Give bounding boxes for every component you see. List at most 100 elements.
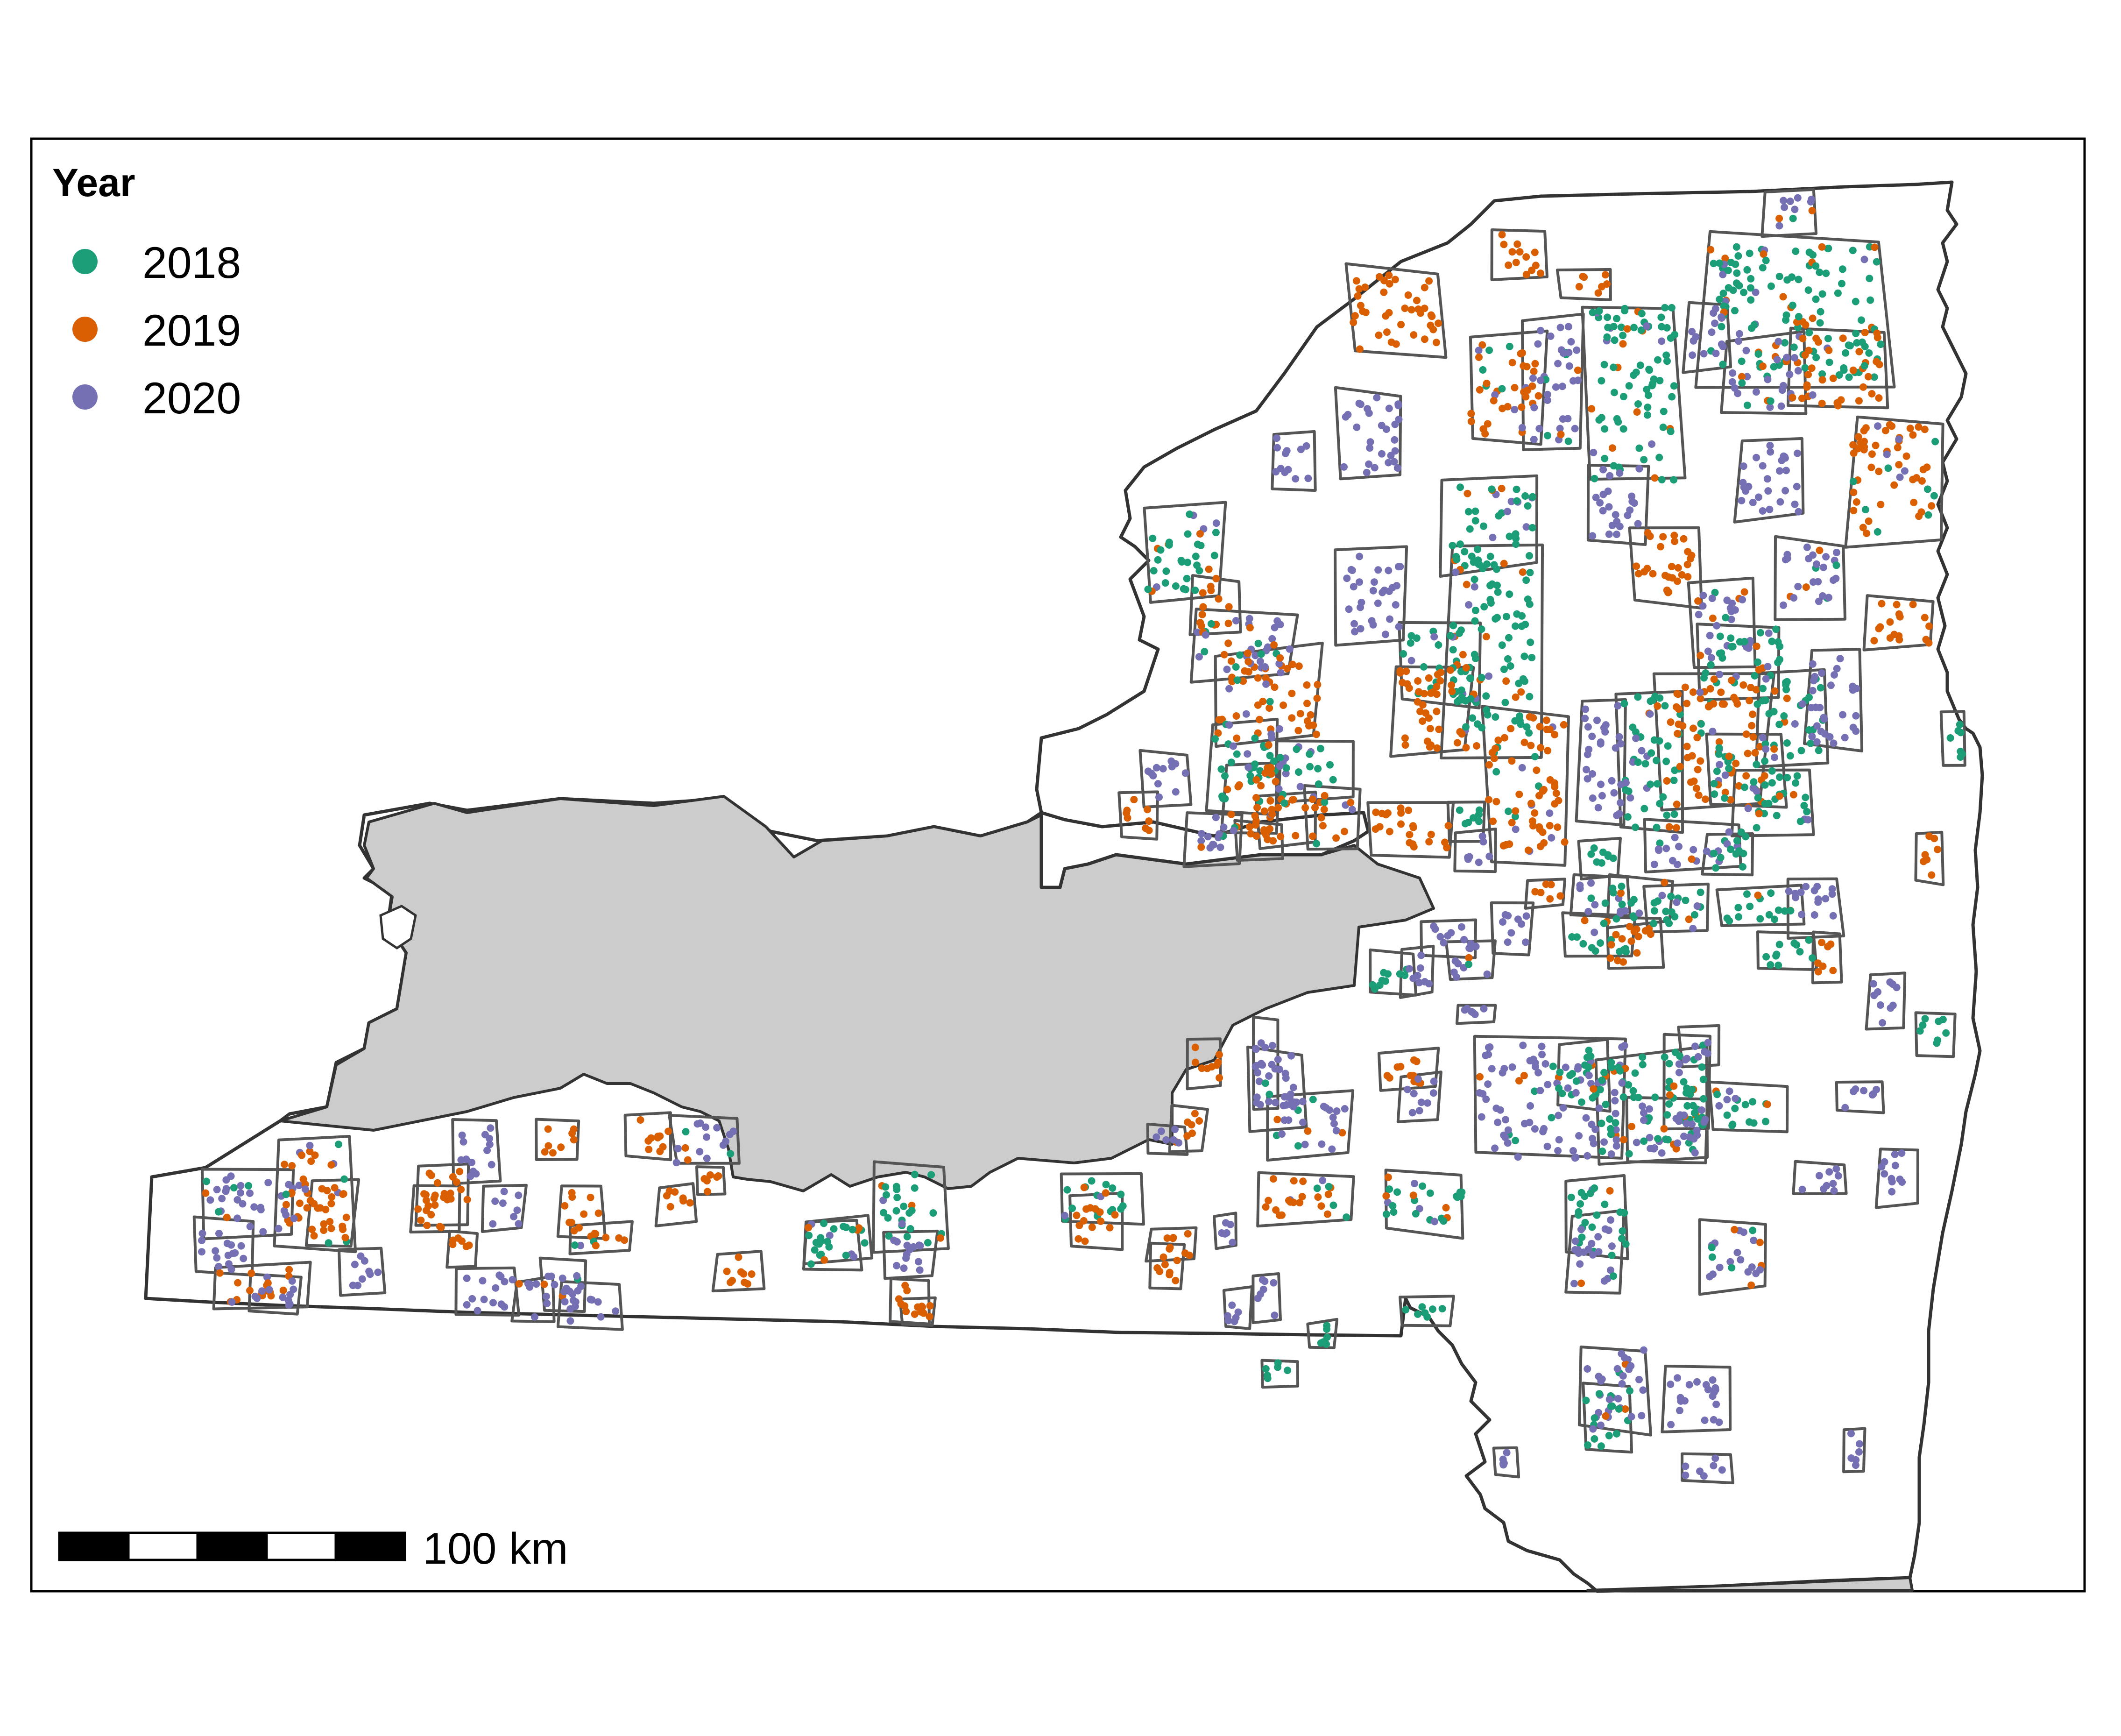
sample-point-2020	[1804, 816, 1812, 824]
sample-point-2019	[447, 1195, 455, 1203]
sample-point-2019	[1805, 347, 1813, 354]
sample-point-2020	[1815, 1172, 1823, 1180]
sample-point-2020	[1225, 721, 1233, 729]
sample-point-2018	[1670, 776, 1678, 784]
sample-point-2019	[1744, 750, 1752, 758]
sample-point-2019	[1678, 571, 1686, 579]
sample-point-2019	[1886, 618, 1894, 626]
sample-point-2018	[1637, 326, 1645, 334]
sample-point-2020	[1283, 1093, 1291, 1101]
sample-point-2020	[1898, 1178, 1906, 1186]
sample-point-2020	[1285, 1116, 1293, 1124]
sample-point-2019	[1850, 507, 1858, 515]
sample-point-2020	[1282, 770, 1290, 778]
sample-point-2018	[1483, 706, 1491, 714]
sample-point-2019	[1875, 625, 1883, 632]
sampling-plot-outline	[481, 1183, 528, 1233]
sample-point-2019	[1520, 1072, 1528, 1079]
sample-point-2020	[1612, 531, 1620, 539]
sample-point-2018	[927, 1171, 935, 1179]
sample-point-2019	[1382, 811, 1390, 819]
sample-point-2018	[1711, 588, 1719, 596]
sample-point-2019	[1581, 916, 1589, 924]
sample-point-2020	[1223, 666, 1231, 673]
sample-point-2019	[1930, 835, 1938, 843]
legend-swatch-2018	[72, 249, 98, 274]
sample-point-2018	[1762, 696, 1770, 704]
sample-point-2018	[1591, 1414, 1598, 1422]
sample-point-2020	[198, 1229, 206, 1237]
sample-point-2018	[1640, 805, 1648, 813]
sample-point-2019	[1145, 827, 1153, 834]
sample-point-2019	[1082, 1205, 1090, 1213]
sample-point-2020	[1650, 1145, 1658, 1153]
sample-point-2019	[1837, 396, 1845, 404]
sample-point-2020	[1256, 1101, 1264, 1109]
sample-point-2019	[1256, 716, 1264, 723]
sample-point-2020	[1261, 663, 1269, 671]
sampling-plot-outline	[1687, 576, 1757, 669]
sample-point-2019	[743, 1280, 751, 1288]
sample-point-2019	[339, 1222, 346, 1230]
sample-point-2019	[679, 1197, 687, 1205]
sample-point-2019	[1654, 702, 1661, 710]
sample-point-2020	[515, 1220, 523, 1228]
sample-point-2019	[1667, 718, 1675, 726]
sample-point-2020	[1852, 712, 1860, 720]
sample-point-2020	[1618, 1079, 1626, 1087]
sample-point-2018	[1789, 301, 1796, 309]
sample-point-2020	[1259, 1285, 1267, 1293]
sample-point-2018	[1492, 615, 1499, 623]
sample-point-2018	[1710, 260, 1718, 268]
sample-point-2018	[1516, 717, 1524, 725]
sample-point-2019	[1634, 933, 1642, 941]
sample-point-2018	[1505, 634, 1513, 642]
sample-point-2018	[1689, 1102, 1697, 1110]
sample-point-2018	[1690, 911, 1698, 919]
sample-point-2018	[1670, 382, 1678, 390]
sample-point-2019	[1351, 312, 1359, 320]
sample-point-2019	[323, 1187, 331, 1195]
sample-point-2019	[1551, 730, 1559, 738]
sample-point-2019	[440, 1193, 448, 1201]
sample-point-2018	[1604, 324, 1612, 332]
sample-point-2019	[1508, 248, 1516, 256]
sample-point-2020	[240, 1254, 247, 1262]
sample-point-2020	[1831, 671, 1838, 679]
sample-point-2020	[1598, 792, 1606, 800]
sample-point-2020	[1589, 794, 1597, 802]
sample-point-2018	[1486, 553, 1494, 560]
sample-point-2020	[1488, 1065, 1496, 1073]
sample-point-2020	[1222, 1219, 1230, 1227]
sample-point-2019	[1577, 1279, 1585, 1287]
sample-point-2018	[1601, 454, 1609, 462]
sample-point-2018	[1780, 712, 1788, 720]
sample-point-2018	[1656, 800, 1664, 808]
sample-point-2019	[1442, 1204, 1450, 1212]
sample-point-2018	[1753, 658, 1761, 666]
sample-point-2020	[1255, 1077, 1263, 1085]
sample-point-2019	[1770, 745, 1778, 753]
sample-point-2020	[1704, 647, 1712, 655]
sample-point-2020	[1378, 422, 1386, 429]
sample-point-2018	[1618, 323, 1625, 331]
sample-point-2019	[1612, 931, 1620, 939]
sampling-plot-outline	[445, 1229, 479, 1269]
sampling-plot-outline	[1473, 1035, 1627, 1160]
sample-point-2020	[474, 1307, 481, 1315]
sample-point-2020	[1856, 1440, 1863, 1448]
sample-point-2019	[1668, 563, 1676, 570]
sample-point-2020	[1519, 1042, 1527, 1049]
sample-point-2020	[1822, 553, 1830, 561]
sample-point-2018	[1723, 1111, 1731, 1119]
sample-point-2018	[1668, 908, 1676, 916]
sample-point-2018	[1212, 529, 1220, 537]
sample-point-2019	[1266, 764, 1274, 772]
sample-point-2018	[1852, 298, 1859, 305]
sample-point-2019	[1383, 328, 1391, 336]
sample-point-2018	[1604, 851, 1612, 859]
sample-point-2018	[1412, 1210, 1420, 1218]
sample-point-2019	[1505, 261, 1513, 269]
sample-point-2020	[1855, 1448, 1863, 1456]
sample-point-2019	[1546, 822, 1554, 829]
